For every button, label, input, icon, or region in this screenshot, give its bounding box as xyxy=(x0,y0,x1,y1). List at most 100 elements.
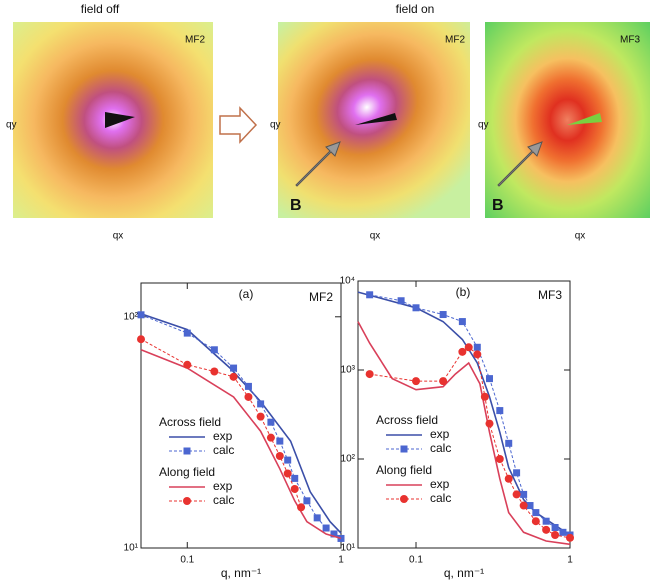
x-tick-label: 0.1 xyxy=(409,555,423,566)
calc-line xyxy=(369,346,571,539)
y-label: qy xyxy=(270,120,281,131)
marker xyxy=(210,367,219,376)
x-axis-label: q, nm⁻¹ xyxy=(221,566,261,580)
y-label: qy xyxy=(478,120,489,131)
legend-label: exp xyxy=(430,427,450,441)
legend-title: Across field xyxy=(376,413,438,427)
panel-label: (b) xyxy=(456,285,471,299)
y-tick-label: 10² xyxy=(341,454,356,465)
field-label: B xyxy=(492,197,504,214)
legend-marker xyxy=(400,445,408,453)
legend-marker xyxy=(183,497,191,505)
legend-label: calc xyxy=(213,443,234,457)
legend-marker xyxy=(183,447,191,455)
legend-label: exp xyxy=(430,477,450,491)
calc-line xyxy=(140,338,302,508)
marker xyxy=(412,304,420,312)
marker xyxy=(303,497,311,505)
marker xyxy=(183,329,191,337)
marker xyxy=(313,514,321,522)
sample-label: MF3 xyxy=(538,288,562,302)
legend-marker xyxy=(400,495,408,503)
marker xyxy=(284,456,292,464)
sample-label: MF2 xyxy=(445,35,465,46)
marker xyxy=(244,392,253,401)
marker xyxy=(531,517,540,526)
marker xyxy=(330,530,338,538)
field-arrow xyxy=(497,141,543,187)
field-label: B xyxy=(290,197,302,214)
marker xyxy=(473,343,481,351)
marker xyxy=(257,400,265,408)
marker xyxy=(266,433,275,442)
beamstop xyxy=(105,112,135,128)
marker xyxy=(297,503,306,512)
beamstop xyxy=(355,113,397,125)
marker xyxy=(256,412,265,421)
plot-frame xyxy=(140,282,342,549)
marker xyxy=(566,533,574,542)
marker xyxy=(532,509,540,517)
legend-title: Along field xyxy=(159,465,215,479)
scattering-image xyxy=(485,22,650,218)
y-label: qy xyxy=(6,120,17,131)
plot-frame xyxy=(357,280,571,549)
marker xyxy=(337,534,345,542)
marker xyxy=(439,311,447,319)
marker xyxy=(458,318,466,326)
marker xyxy=(512,490,521,499)
legend-label: calc xyxy=(213,493,234,507)
header: field on xyxy=(396,2,435,16)
legend-label: exp xyxy=(213,479,233,493)
x-tick-label: 0.1 xyxy=(180,555,194,566)
marker xyxy=(412,377,421,386)
legend-label: calc xyxy=(430,441,451,455)
marker xyxy=(542,517,550,525)
field-arrow xyxy=(295,141,341,187)
panel-label: (a) xyxy=(239,287,254,301)
marker xyxy=(520,490,528,498)
header: field off xyxy=(81,2,120,16)
marker xyxy=(439,377,448,386)
marker xyxy=(267,418,275,426)
marker xyxy=(519,501,528,510)
marker xyxy=(464,343,473,352)
marker xyxy=(513,469,521,477)
sample-label: MF2 xyxy=(185,35,205,46)
x-axis-label: q, nm⁻¹ xyxy=(444,566,484,580)
marker xyxy=(365,370,374,379)
marker xyxy=(551,523,559,531)
marker xyxy=(244,382,252,390)
marker xyxy=(322,524,330,532)
x-label: qx xyxy=(370,231,381,242)
y-tick-label: 10² xyxy=(124,311,139,322)
marker xyxy=(275,451,284,460)
marker xyxy=(290,484,299,493)
beamstop xyxy=(567,113,602,125)
marker xyxy=(542,525,551,534)
marker xyxy=(283,469,292,478)
marker xyxy=(210,346,218,354)
exp-line xyxy=(140,313,342,534)
marker xyxy=(366,291,374,299)
marker xyxy=(291,474,299,482)
legend-title: Along field xyxy=(376,463,432,477)
y-tick-label: 10³ xyxy=(341,365,356,376)
marker xyxy=(229,372,238,381)
marker xyxy=(485,419,494,428)
marker xyxy=(458,347,467,356)
arrow xyxy=(219,106,258,144)
y-tick-label: 10¹ xyxy=(341,543,356,554)
marker xyxy=(473,350,482,359)
marker xyxy=(485,375,493,383)
calc-line xyxy=(140,314,342,539)
legend-label: exp xyxy=(213,429,233,443)
exp-line xyxy=(140,349,342,540)
x-label: qx xyxy=(113,231,124,242)
legend-title: Across field xyxy=(159,415,221,429)
marker xyxy=(397,297,405,305)
x-tick-label: 1 xyxy=(567,555,573,566)
marker xyxy=(276,437,284,445)
marker xyxy=(505,439,513,447)
